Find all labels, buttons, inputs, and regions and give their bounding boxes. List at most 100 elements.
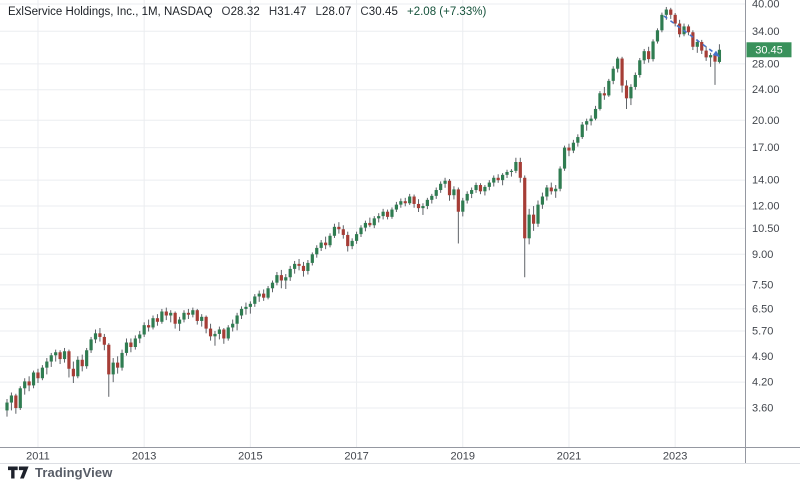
candle-down [195, 310, 199, 321]
candle-up [332, 226, 337, 236]
candle-down [107, 344, 111, 375]
candle-up [124, 342, 129, 353]
candle-up [293, 263, 297, 269]
candle-down [80, 359, 84, 367]
candle-up [363, 222, 368, 228]
candle-up [315, 247, 319, 255]
price-change: +2.08 (+7.33%) [407, 6, 487, 18]
price-axis-label: 10.50 [752, 223, 780, 235]
candle-up [49, 355, 53, 362]
candle-up [465, 193, 469, 201]
candle-down [129, 342, 133, 347]
candle-up [461, 200, 465, 212]
candle-up [585, 121, 589, 125]
candle-up [306, 262, 310, 271]
candle-up [638, 60, 642, 75]
candle-down [341, 229, 345, 235]
candle-up [213, 333, 217, 337]
candle-down [262, 293, 266, 298]
candle-up [93, 333, 98, 340]
candle-up [266, 288, 270, 298]
candle-up [257, 293, 261, 297]
price-axis-label: 17.00 [752, 142, 780, 154]
candle-up [629, 86, 633, 99]
candle-up [439, 183, 443, 191]
candle-up [23, 381, 27, 389]
candle-down [337, 226, 341, 230]
candle-down [204, 316, 208, 329]
symbol-title[interactable]: ExlService Holdings, Inc., 1M, NASDAQ [8, 6, 213, 18]
candles [5, 6, 722, 417]
candle-down [173, 312, 177, 324]
grid-lines [0, 0, 745, 447]
last-price-badge-value: 30.45 [755, 44, 783, 56]
candle-up [359, 227, 363, 235]
price-axis-label: 6.50 [752, 303, 773, 315]
candle-up [593, 108, 598, 119]
candle-up [9, 395, 14, 403]
candle-up [182, 312, 186, 320]
candle-up [270, 282, 275, 289]
candle-up [31, 372, 36, 386]
ohlc-close: C30.45 [360, 6, 398, 18]
candle-up [717, 49, 722, 62]
candle-up [62, 351, 67, 360]
candle-up [239, 308, 244, 316]
candle-up [527, 214, 531, 239]
candle-down [531, 214, 536, 224]
price-axis-label: 5.70 [752, 325, 773, 337]
candle-up [275, 275, 279, 283]
candle-up [177, 319, 182, 324]
candle-up [598, 93, 602, 109]
candle-up [558, 168, 562, 189]
candle-down [297, 263, 301, 266]
candle-down [416, 203, 421, 209]
candle-up [169, 312, 173, 316]
candle-up [377, 216, 381, 219]
price-axis-label: 9.00 [752, 249, 773, 261]
candle-up [248, 303, 252, 307]
time-axis[interactable]: 2011 2013 2015 2017 2019 2021 2023 [26, 451, 687, 463]
candle-up [284, 277, 288, 281]
price-axis[interactable]: 40.00 34.00 28.00 24.00 20.00 17.00 14.00 12.00… [752, 0, 780, 415]
candle-down [686, 26, 691, 33]
candle-up [562, 147, 567, 169]
candle-up [642, 51, 646, 61]
candle-down [385, 211, 390, 217]
candle-up [470, 190, 474, 194]
trendline-drawing[interactable] [663, 15, 721, 58]
candle-down [279, 275, 283, 281]
price-axis-label: 12.00 [752, 201, 780, 213]
tradingview-logo-icon [8, 466, 29, 479]
candle-down [691, 32, 695, 47]
candle-up [452, 189, 456, 196]
candle-up [443, 180, 447, 184]
candle-up [45, 361, 49, 368]
time-axis-label: 2017 [344, 451, 368, 463]
candle-down [447, 180, 452, 196]
candle-up [430, 195, 434, 200]
candle-down [700, 41, 704, 51]
candle-down [368, 222, 372, 226]
candle-down [102, 336, 106, 345]
last-price-badge: 30.45 [746, 42, 792, 58]
ohlc-high: H31.47 [268, 6, 307, 18]
candle-down [669, 9, 673, 15]
candle-up [138, 334, 142, 339]
candle-up [509, 170, 514, 172]
candle-up [425, 199, 429, 207]
candle-up [708, 55, 713, 58]
candle-up [399, 201, 403, 205]
candle-up [545, 187, 549, 197]
tradingview-logo[interactable]: TradingView [8, 465, 112, 480]
candle-up [589, 118, 593, 122]
candle-up [5, 402, 9, 411]
price-axis-label: 4.90 [752, 351, 773, 363]
candle-up [160, 311, 164, 322]
candle-up [235, 315, 239, 324]
symbol-legend: ExlService Holdings, Inc., 1M, NASDAQ O2… [8, 6, 486, 18]
candle-up [18, 388, 22, 409]
candle-down [27, 381, 31, 386]
candle-down [14, 395, 18, 409]
